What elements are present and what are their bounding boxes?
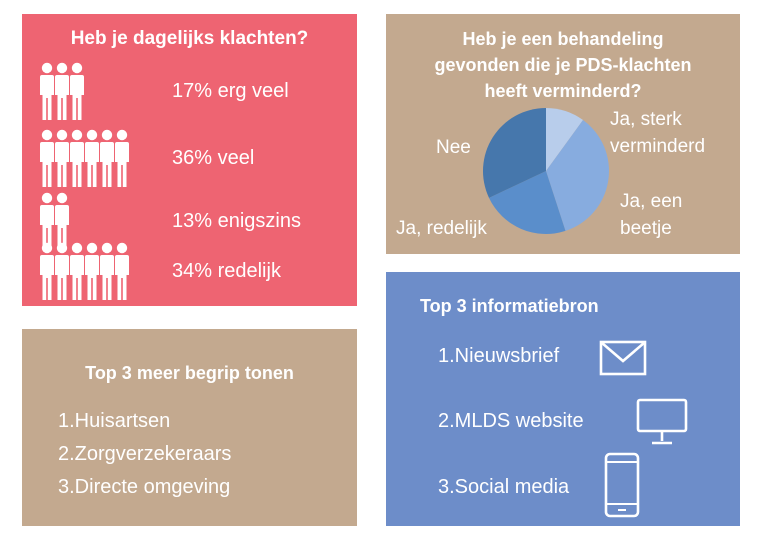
envelope-icon xyxy=(599,340,647,376)
person-icon-group xyxy=(40,242,129,300)
source-item-nieuwsbrief: 1.Nieuwsbrief xyxy=(438,345,560,367)
source-item-mlds-website: 2.MLDS website xyxy=(438,410,584,432)
complaint-row-enigszins: 13% enigszins xyxy=(40,192,350,250)
person-icon-group xyxy=(40,62,84,120)
pie-label-line: beetje xyxy=(620,218,672,239)
treatment-title: Heb je een behandeling gevonden die je P… xyxy=(386,26,740,104)
treatment-title-line: heeft verminderd? xyxy=(484,81,642,101)
pie-label-line: Ja, een xyxy=(620,191,683,212)
pie-slice-nee xyxy=(483,108,546,198)
complaint-row-veel: 36% veel xyxy=(40,129,350,187)
source-item-social-media: 3.Social media xyxy=(438,476,570,498)
list-item: 2.Zorgverzekeraars xyxy=(58,443,232,465)
pie-label-line: verminderd xyxy=(610,136,706,157)
pie-label-nee: Nee xyxy=(436,137,471,158)
pie-label-ja-sterk: Ja, sterk verminderd xyxy=(610,106,705,160)
complaint-row-redelijk: 34% redelijk xyxy=(40,242,350,300)
monitor-icon xyxy=(636,398,688,445)
treatment-title-line: Heb je een behandeling xyxy=(462,29,664,49)
pie-slice-ja-een-beetje xyxy=(546,120,609,231)
complaints-panel: Heb je dagelijks klachten? 17% erg veel … xyxy=(22,14,357,306)
pie-label-line: Ja, sterk xyxy=(610,109,682,130)
smartphone-icon xyxy=(604,452,640,518)
pie-slice-ja-redelijk xyxy=(488,171,566,234)
understanding-list: 1.Huisartsen 2.Zorgverzekeraars 3.Direct… xyxy=(58,405,231,504)
complaint-label: 17% erg veel xyxy=(172,80,289,102)
complaints-title: Heb je dagelijks klachten? xyxy=(70,28,309,49)
pie-chart xyxy=(483,108,609,234)
sources-panel: Top 3 informatiebron 1.Nieuwsbrief 2.MLD… xyxy=(386,272,740,526)
pie-label-ja-een-beetje: Ja, een beetje xyxy=(620,188,682,242)
sources-title: Top 3 informatiebron xyxy=(420,296,599,316)
complaint-label: 34% redelijk xyxy=(172,260,281,282)
person-icon-group xyxy=(40,129,129,187)
pie-label-ja-redelijk: Ja, redelijk xyxy=(396,218,487,239)
understanding-panel: Top 3 meer begrip tonen 1.Huisartsen 2.Z… xyxy=(22,329,357,526)
list-item: 3.Directe omgeving xyxy=(58,476,231,498)
understanding-title: Top 3 meer begrip tonen xyxy=(85,363,294,383)
complaint-row-erg-veel: 17% erg veel xyxy=(40,62,350,120)
complaint-label: 13% enigszins xyxy=(172,210,301,232)
list-item: 1.Huisartsen xyxy=(58,410,171,432)
treatment-panel: Heb je een behandeling gevonden die je P… xyxy=(386,14,740,254)
treatment-title-line: gevonden die je PDS-klachten xyxy=(434,55,692,75)
complaint-label: 36% veel xyxy=(172,147,255,169)
pie-slice-ja-sterk-verminderd xyxy=(546,108,584,171)
